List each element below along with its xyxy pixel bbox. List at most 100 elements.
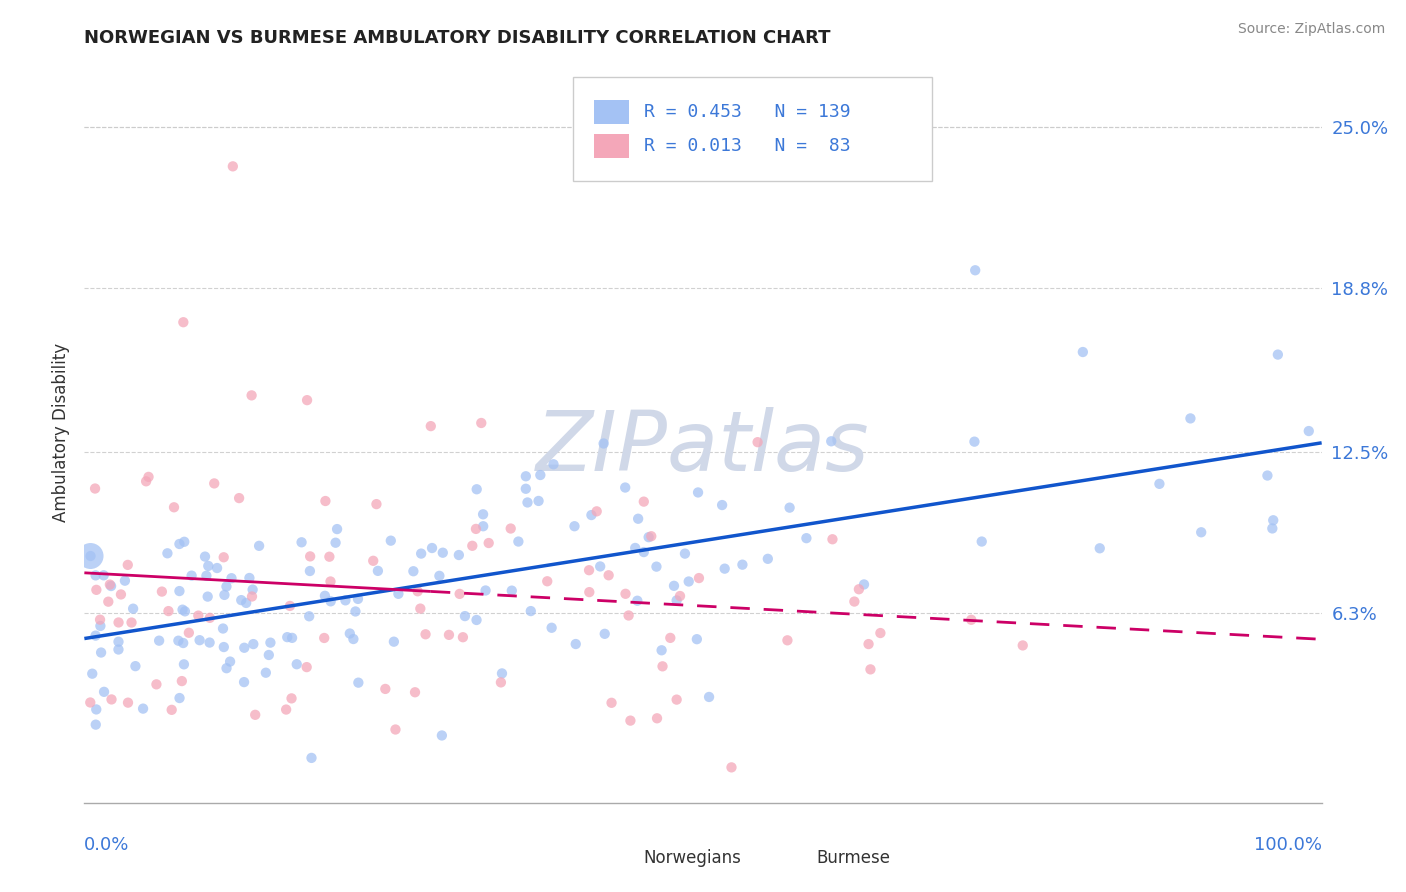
Text: Burmese: Burmese xyxy=(817,849,891,867)
Point xyxy=(84,717,107,731)
Point xyxy=(90,646,112,660)
Point xyxy=(344,605,367,619)
Point xyxy=(194,549,217,564)
Point xyxy=(318,549,340,564)
Point xyxy=(756,551,779,566)
Point xyxy=(499,522,522,536)
Point xyxy=(212,622,235,636)
Point xyxy=(406,584,429,599)
Point xyxy=(411,547,433,561)
Point xyxy=(960,613,983,627)
Point xyxy=(107,634,129,648)
Point xyxy=(298,609,321,624)
Point xyxy=(347,675,370,690)
Point xyxy=(107,642,129,657)
Point xyxy=(117,696,139,710)
Point xyxy=(361,554,384,568)
Point xyxy=(731,558,754,572)
Point xyxy=(148,633,170,648)
Point xyxy=(578,585,600,599)
Point xyxy=(245,707,267,722)
Point xyxy=(651,643,673,657)
Point xyxy=(472,508,495,522)
Point xyxy=(454,609,477,624)
Point xyxy=(173,534,195,549)
Point xyxy=(135,475,157,489)
Point xyxy=(276,630,298,644)
Point xyxy=(859,662,882,676)
Point xyxy=(172,315,194,329)
Point xyxy=(84,568,107,582)
Point xyxy=(157,604,180,618)
Point xyxy=(222,159,245,173)
Point xyxy=(160,703,183,717)
Point xyxy=(711,498,734,512)
Point xyxy=(848,582,870,597)
Point xyxy=(432,546,454,560)
Point xyxy=(314,589,336,603)
Point xyxy=(585,504,607,518)
Point xyxy=(205,561,228,575)
Point xyxy=(659,631,682,645)
Point xyxy=(335,593,357,607)
Point xyxy=(367,564,389,578)
Point xyxy=(89,619,111,633)
Point xyxy=(470,416,492,430)
Point xyxy=(637,530,659,544)
Point xyxy=(619,714,641,728)
Point xyxy=(319,574,342,589)
Text: 0.0%: 0.0% xyxy=(84,836,129,855)
Point xyxy=(110,587,132,601)
Point xyxy=(543,457,565,471)
Point xyxy=(124,659,146,673)
Point xyxy=(295,660,318,674)
Point xyxy=(173,657,195,672)
Point xyxy=(100,579,122,593)
Point xyxy=(686,485,709,500)
Point xyxy=(276,702,298,716)
Point xyxy=(821,533,844,547)
Point xyxy=(301,751,323,765)
Point xyxy=(665,692,688,706)
Point xyxy=(461,539,484,553)
Point xyxy=(374,681,396,696)
Point xyxy=(138,470,160,484)
Point xyxy=(79,696,101,710)
Point xyxy=(228,491,250,505)
Point xyxy=(326,522,349,536)
Point xyxy=(233,640,256,655)
Point xyxy=(314,494,336,508)
Point xyxy=(172,602,194,616)
Point xyxy=(325,535,347,549)
Point xyxy=(187,608,209,623)
Point xyxy=(347,591,370,606)
Point xyxy=(384,723,406,737)
Point xyxy=(796,531,818,545)
Point xyxy=(665,593,688,607)
Point xyxy=(858,637,880,651)
Text: Norwegians: Norwegians xyxy=(644,849,741,867)
Point xyxy=(465,613,488,627)
Point xyxy=(779,500,801,515)
Point xyxy=(404,685,426,699)
Point xyxy=(195,568,218,582)
Point xyxy=(219,655,242,669)
Point xyxy=(820,434,842,449)
Point xyxy=(247,539,270,553)
Point xyxy=(529,468,551,483)
Point xyxy=(177,625,200,640)
Point xyxy=(419,419,441,434)
Point xyxy=(617,608,640,623)
Point xyxy=(339,626,361,640)
Point xyxy=(429,569,451,583)
Point xyxy=(1263,513,1285,527)
Point xyxy=(93,685,115,699)
Point xyxy=(449,587,471,601)
Point xyxy=(314,631,336,645)
Point xyxy=(169,691,191,706)
Point xyxy=(121,615,143,630)
Point xyxy=(145,677,167,691)
Point xyxy=(747,435,769,450)
Point xyxy=(150,584,173,599)
Point xyxy=(627,512,650,526)
